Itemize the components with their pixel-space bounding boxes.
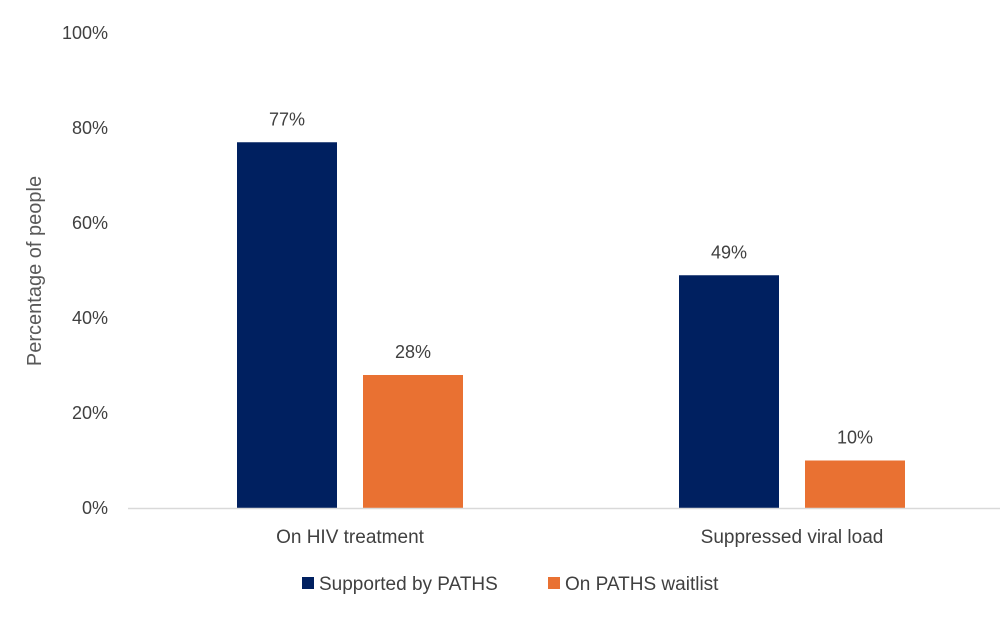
y-tick-label: 0% [82, 498, 108, 518]
legend-label: Supported by PATHS [319, 574, 498, 595]
y-tick-label: 20% [72, 403, 108, 423]
legend-swatch [548, 577, 560, 589]
y-tick-label: 100% [62, 23, 108, 43]
bar-waitlist-treatment [363, 375, 463, 508]
bar-waitlist-suppressed [805, 460, 905, 508]
legend-item-supported: Supported by PATHS [302, 574, 498, 595]
y-axis-ticks: 0% 20% 40% 60% 80% 100% [62, 23, 108, 518]
y-tick-label: 60% [72, 213, 108, 233]
bar-supported-treatment [237, 142, 337, 508]
y-tick-label: 80% [72, 118, 108, 138]
legend-item-waitlist: On PATHS waitlist [548, 574, 719, 595]
legend-swatch [302, 577, 314, 589]
legend-label: On PATHS waitlist [565, 574, 719, 595]
y-axis-title: Percentage of people [24, 176, 46, 366]
data-label: 10% [837, 428, 873, 448]
y-tick-label: 40% [72, 308, 108, 328]
x-category-label: Suppressed viral load [701, 527, 884, 548]
bars: 77% 28% 49% 10% [237, 109, 905, 508]
data-label: 28% [395, 342, 431, 362]
data-label: 77% [269, 109, 305, 129]
legend: Supported by PATHS On PATHS waitlist [302, 574, 719, 595]
bar-supported-suppressed [679, 275, 779, 508]
x-category-label: On HIV treatment [276, 527, 425, 548]
data-label: 49% [711, 242, 747, 262]
category-labels: On HIV treatment Suppressed viral load [276, 527, 883, 548]
